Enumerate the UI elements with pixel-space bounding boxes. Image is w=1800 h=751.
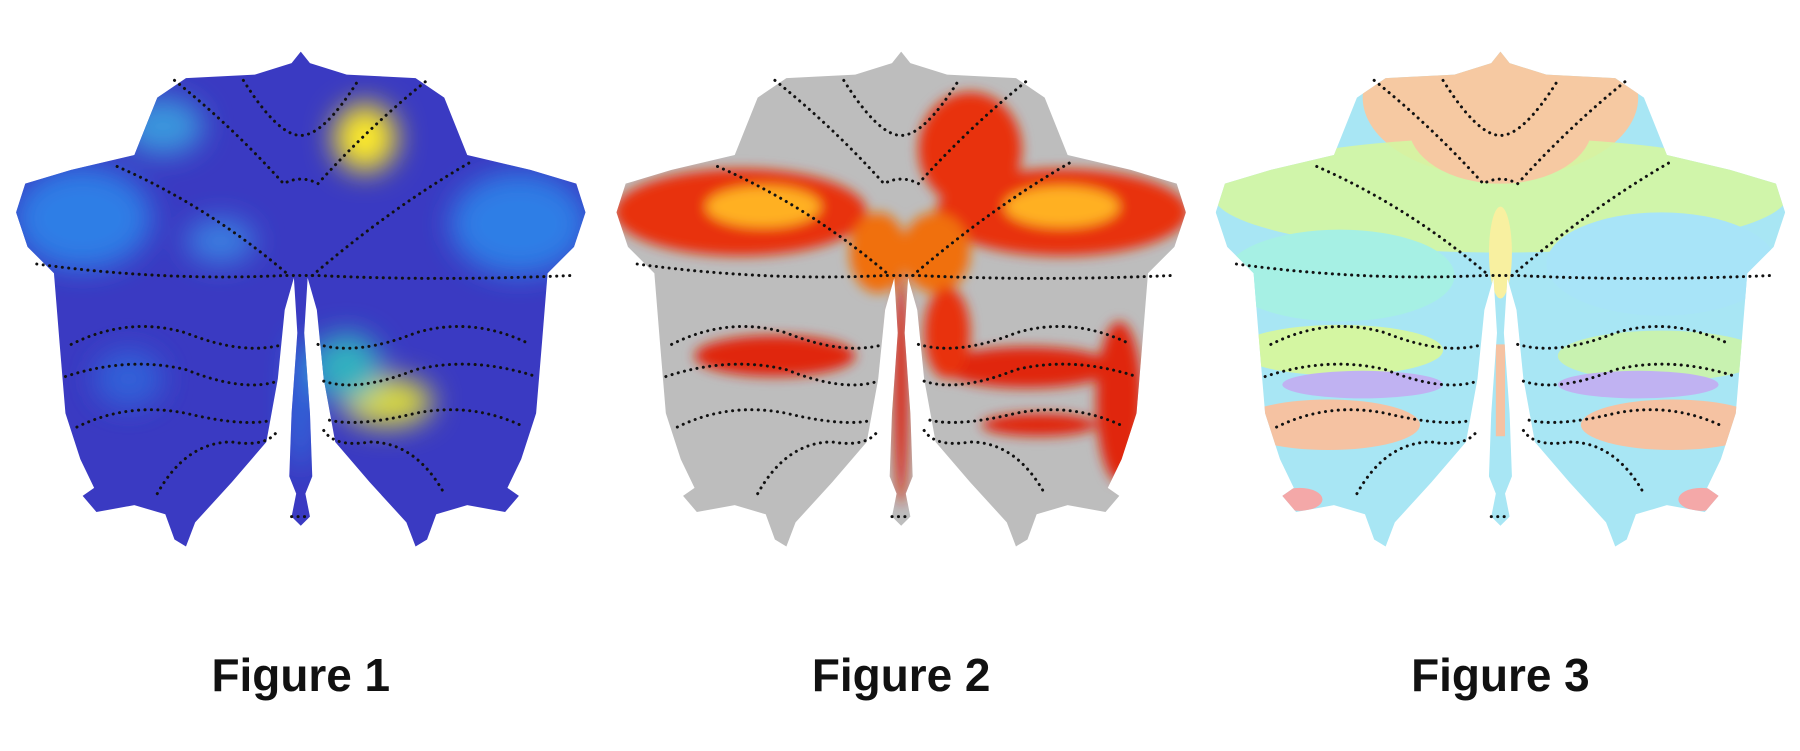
caption: Figure 1 xyxy=(211,649,390,701)
flatmap-3 xyxy=(1215,51,1786,547)
caption: Figure 2 xyxy=(812,649,991,701)
figures: Figure 1 Figure 2 Figure 3 xyxy=(16,51,1786,701)
flatmap-2 xyxy=(616,51,1186,547)
flatmap-1 xyxy=(16,51,586,547)
caption: Figure 3 xyxy=(1411,649,1590,701)
